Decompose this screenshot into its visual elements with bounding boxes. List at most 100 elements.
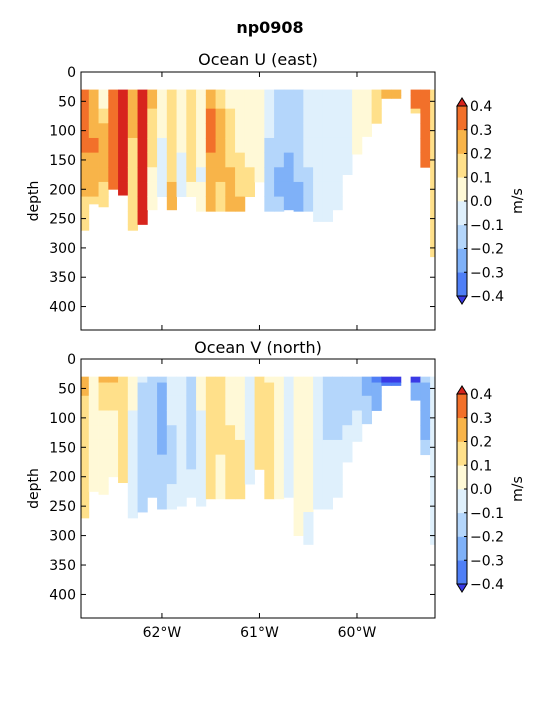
data-cell	[322, 498, 333, 510]
data-cell	[303, 537, 314, 545]
data-cell	[176, 484, 187, 500]
data-cell	[205, 152, 216, 168]
data-cell	[303, 167, 314, 183]
data-cell	[430, 236, 435, 250]
data-cell	[137, 211, 148, 225]
data-cell	[186, 410, 197, 426]
data-cell	[264, 425, 275, 441]
data-cell	[283, 425, 294, 441]
data-cell	[88, 123, 99, 139]
data-cell	[283, 152, 294, 168]
data-cell	[118, 454, 129, 470]
data-cell	[293, 395, 304, 411]
data-cell	[303, 152, 314, 168]
data-cell	[147, 181, 158, 197]
data-cell	[352, 95, 363, 110]
data-cell	[361, 395, 373, 411]
data-cell	[274, 425, 285, 441]
data-cell	[186, 167, 197, 183]
data-cell	[147, 484, 158, 498]
data-cell	[186, 469, 197, 485]
data-cell	[108, 89, 119, 96]
data-cell	[274, 454, 285, 470]
data-cell	[98, 108, 109, 124]
data-cell	[332, 167, 343, 183]
data-cell	[88, 484, 99, 492]
data-cell	[283, 137, 294, 154]
data-cell	[313, 108, 324, 124]
data-cell	[303, 410, 314, 426]
heatmap-cells	[81, 89, 435, 258]
data-cell	[147, 395, 158, 411]
data-cell	[186, 425, 197, 441]
data-cell	[127, 410, 138, 426]
data-cell	[196, 454, 207, 470]
data-cell	[254, 382, 265, 397]
data-cell	[166, 95, 177, 110]
data-cell	[205, 395, 216, 411]
data-cell	[430, 382, 435, 397]
data-cell	[332, 425, 343, 441]
data-cell	[254, 123, 265, 139]
y-tick-label: 250	[49, 212, 76, 228]
data-cell	[332, 95, 343, 110]
data-cell	[410, 108, 421, 114]
data-cell	[283, 167, 294, 183]
data-cell	[88, 410, 99, 426]
data-cell	[108, 382, 119, 397]
data-cell	[322, 196, 333, 212]
data-cell	[342, 137, 353, 154]
colorbar-tick-label: 0.0	[470, 194, 492, 210]
data-cell	[322, 181, 333, 197]
data-cell	[137, 454, 148, 470]
data-cell	[127, 469, 138, 485]
colorbar-tick-label: 0.2	[470, 147, 492, 163]
data-cell	[147, 382, 158, 397]
colorbar-swatch	[457, 536, 467, 561]
data-cell	[127, 382, 138, 397]
panel-ocean-u: Ocean U (east) 0 50 100 150 200 250 300 350 400 de…	[26, 50, 526, 331]
data-cell	[196, 439, 207, 456]
data-cell	[274, 108, 285, 124]
data-cell	[352, 89, 363, 96]
data-cell	[137, 382, 148, 397]
colorbar-label: m/s	[510, 188, 526, 214]
data-cell	[342, 439, 353, 456]
data-cell	[322, 167, 333, 183]
data-cell	[88, 167, 99, 183]
data-cell	[118, 123, 129, 139]
data-cell	[137, 152, 148, 168]
colorbar-tick-label: −0.2	[470, 530, 504, 546]
data-cell	[196, 167, 207, 183]
data-cell	[196, 425, 207, 441]
data-cell	[98, 123, 109, 139]
colorbar-tick-label: −0.3	[470, 265, 504, 281]
data-cell	[166, 123, 177, 139]
data-cell	[98, 181, 109, 197]
data-cell	[264, 469, 275, 485]
colorbar-swatch	[457, 512, 467, 537]
data-cell	[430, 537, 435, 545]
y-tick-label: 300	[49, 241, 76, 257]
data-cell	[303, 123, 314, 139]
data-cell	[264, 108, 275, 124]
data-cell	[215, 196, 226, 212]
data-cell	[264, 89, 275, 96]
data-cell	[225, 196, 236, 212]
data-cell	[157, 382, 168, 397]
data-cell	[225, 410, 236, 426]
data-cell	[176, 167, 187, 183]
data-cell	[108, 108, 119, 124]
data-cell	[166, 382, 177, 397]
data-cell	[108, 123, 119, 139]
data-cell	[166, 484, 177, 500]
colorbar-swatch	[457, 394, 467, 419]
data-cell	[205, 484, 216, 500]
data-cell	[322, 439, 333, 456]
data-cell	[342, 376, 353, 383]
data-cell	[186, 89, 197, 96]
data-cell	[332, 382, 343, 397]
data-cell	[361, 95, 373, 110]
data-cell	[108, 95, 119, 110]
data-cell	[205, 137, 216, 154]
